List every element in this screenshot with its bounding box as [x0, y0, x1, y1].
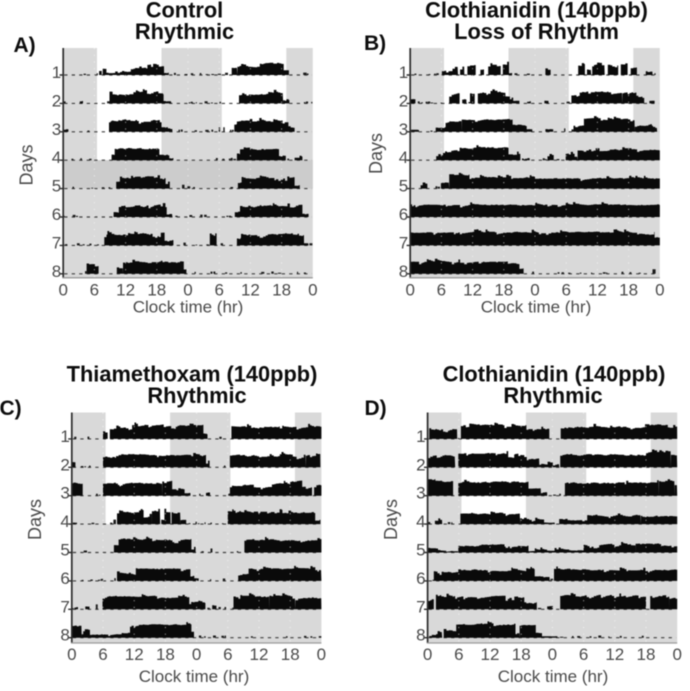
- svg-text:18: 18: [512, 645, 531, 664]
- svg-text:6: 6: [399, 205, 408, 224]
- svg-text:5: 5: [60, 541, 69, 560]
- svg-text:18: 18: [156, 645, 175, 664]
- svg-text:12: 12: [605, 645, 624, 664]
- svg-text:6: 6: [561, 281, 570, 300]
- svg-text:Clock time (hr): Clock time (hr): [139, 667, 250, 686]
- svg-text:3: 3: [60, 484, 69, 503]
- svg-text:Clock time (hr): Clock time (hr): [133, 298, 244, 317]
- svg-text:6: 6: [60, 569, 69, 588]
- svg-text:Rhythmic: Rhythmic: [135, 19, 234, 44]
- svg-text:18: 18: [619, 281, 638, 300]
- svg-text:12: 12: [588, 281, 607, 300]
- svg-text:3: 3: [52, 120, 61, 139]
- svg-text:1: 1: [52, 63, 61, 82]
- svg-text:1: 1: [60, 427, 69, 446]
- svg-text:7: 7: [399, 233, 408, 252]
- svg-text:0: 0: [67, 645, 76, 664]
- svg-text:Control: Control: [146, 0, 223, 22]
- svg-text:6: 6: [437, 281, 446, 300]
- svg-text:Rhythmic: Rhythmic: [147, 383, 246, 408]
- svg-text:5: 5: [52, 177, 61, 196]
- svg-text:6: 6: [454, 645, 463, 664]
- svg-text:18: 18: [147, 281, 166, 300]
- svg-text:7: 7: [60, 597, 69, 616]
- svg-text:Clothianidin (140ppb): Clothianidin (140ppb): [443, 362, 666, 387]
- svg-text:Clock time (hr): Clock time (hr): [498, 667, 609, 686]
- svg-text:0: 0: [672, 645, 681, 664]
- svg-text:Clock time (hr): Clock time (hr): [481, 298, 592, 317]
- svg-text:3: 3: [399, 120, 408, 139]
- svg-text:C): C): [0, 397, 22, 420]
- svg-text:4: 4: [399, 148, 408, 167]
- svg-text:4: 4: [416, 512, 425, 531]
- svg-text:8: 8: [399, 262, 408, 281]
- svg-text:7: 7: [52, 233, 61, 252]
- svg-text:12: 12: [463, 281, 482, 300]
- svg-text:4: 4: [60, 512, 69, 531]
- svg-text:5: 5: [399, 177, 408, 196]
- svg-text:12: 12: [125, 645, 144, 664]
- svg-text:6: 6: [98, 645, 107, 664]
- svg-text:B): B): [364, 32, 386, 55]
- svg-text:18: 18: [494, 281, 513, 300]
- svg-text:18: 18: [272, 281, 291, 300]
- svg-text:12: 12: [241, 281, 260, 300]
- svg-text:Days: Days: [366, 133, 386, 174]
- svg-text:12: 12: [116, 281, 135, 300]
- svg-text:7: 7: [416, 597, 425, 616]
- svg-text:0: 0: [308, 281, 317, 300]
- svg-text:6: 6: [214, 281, 223, 300]
- svg-text:6: 6: [52, 205, 61, 224]
- svg-text:0: 0: [183, 281, 192, 300]
- svg-text:2: 2: [416, 455, 425, 474]
- svg-text:Rhythmic: Rhythmic: [503, 383, 602, 408]
- svg-text:6: 6: [416, 569, 425, 588]
- svg-text:4: 4: [52, 148, 61, 167]
- svg-text:8: 8: [60, 626, 69, 645]
- svg-text:0: 0: [655, 281, 664, 300]
- svg-text:Clothianidin (140ppb): Clothianidin (140ppb): [425, 0, 648, 22]
- svg-text:6: 6: [223, 645, 232, 664]
- svg-text:0: 0: [58, 281, 67, 300]
- svg-text:6: 6: [579, 645, 588, 664]
- svg-text:5: 5: [416, 541, 425, 560]
- svg-text:2: 2: [60, 455, 69, 474]
- svg-text:1: 1: [399, 63, 408, 82]
- svg-text:A): A): [14, 34, 36, 57]
- svg-text:6: 6: [90, 281, 99, 300]
- svg-text:12: 12: [250, 645, 269, 664]
- svg-text:Days: Days: [17, 144, 37, 185]
- svg-text:2: 2: [399, 91, 408, 110]
- svg-text:0: 0: [317, 645, 326, 664]
- svg-text:0: 0: [423, 645, 432, 664]
- svg-text:8: 8: [416, 626, 425, 645]
- svg-text:18: 18: [637, 645, 656, 664]
- svg-text:3: 3: [416, 484, 425, 503]
- svg-text:Days: Days: [25, 499, 45, 540]
- svg-text:0: 0: [548, 645, 557, 664]
- svg-text:Loss of Rhythm: Loss of Rhythm: [454, 19, 619, 44]
- svg-text:1: 1: [416, 427, 425, 446]
- svg-text:Days: Days: [381, 499, 401, 540]
- svg-text:0: 0: [405, 281, 414, 300]
- svg-text:8: 8: [52, 262, 61, 281]
- svg-text:12: 12: [481, 645, 500, 664]
- svg-text:Thiamethoxam (140ppb): Thiamethoxam (140ppb): [67, 362, 318, 387]
- svg-text:18: 18: [281, 645, 300, 664]
- svg-text:0: 0: [530, 281, 539, 300]
- svg-text:D): D): [365, 397, 387, 420]
- svg-text:0: 0: [192, 645, 201, 664]
- svg-text:2: 2: [52, 91, 61, 110]
